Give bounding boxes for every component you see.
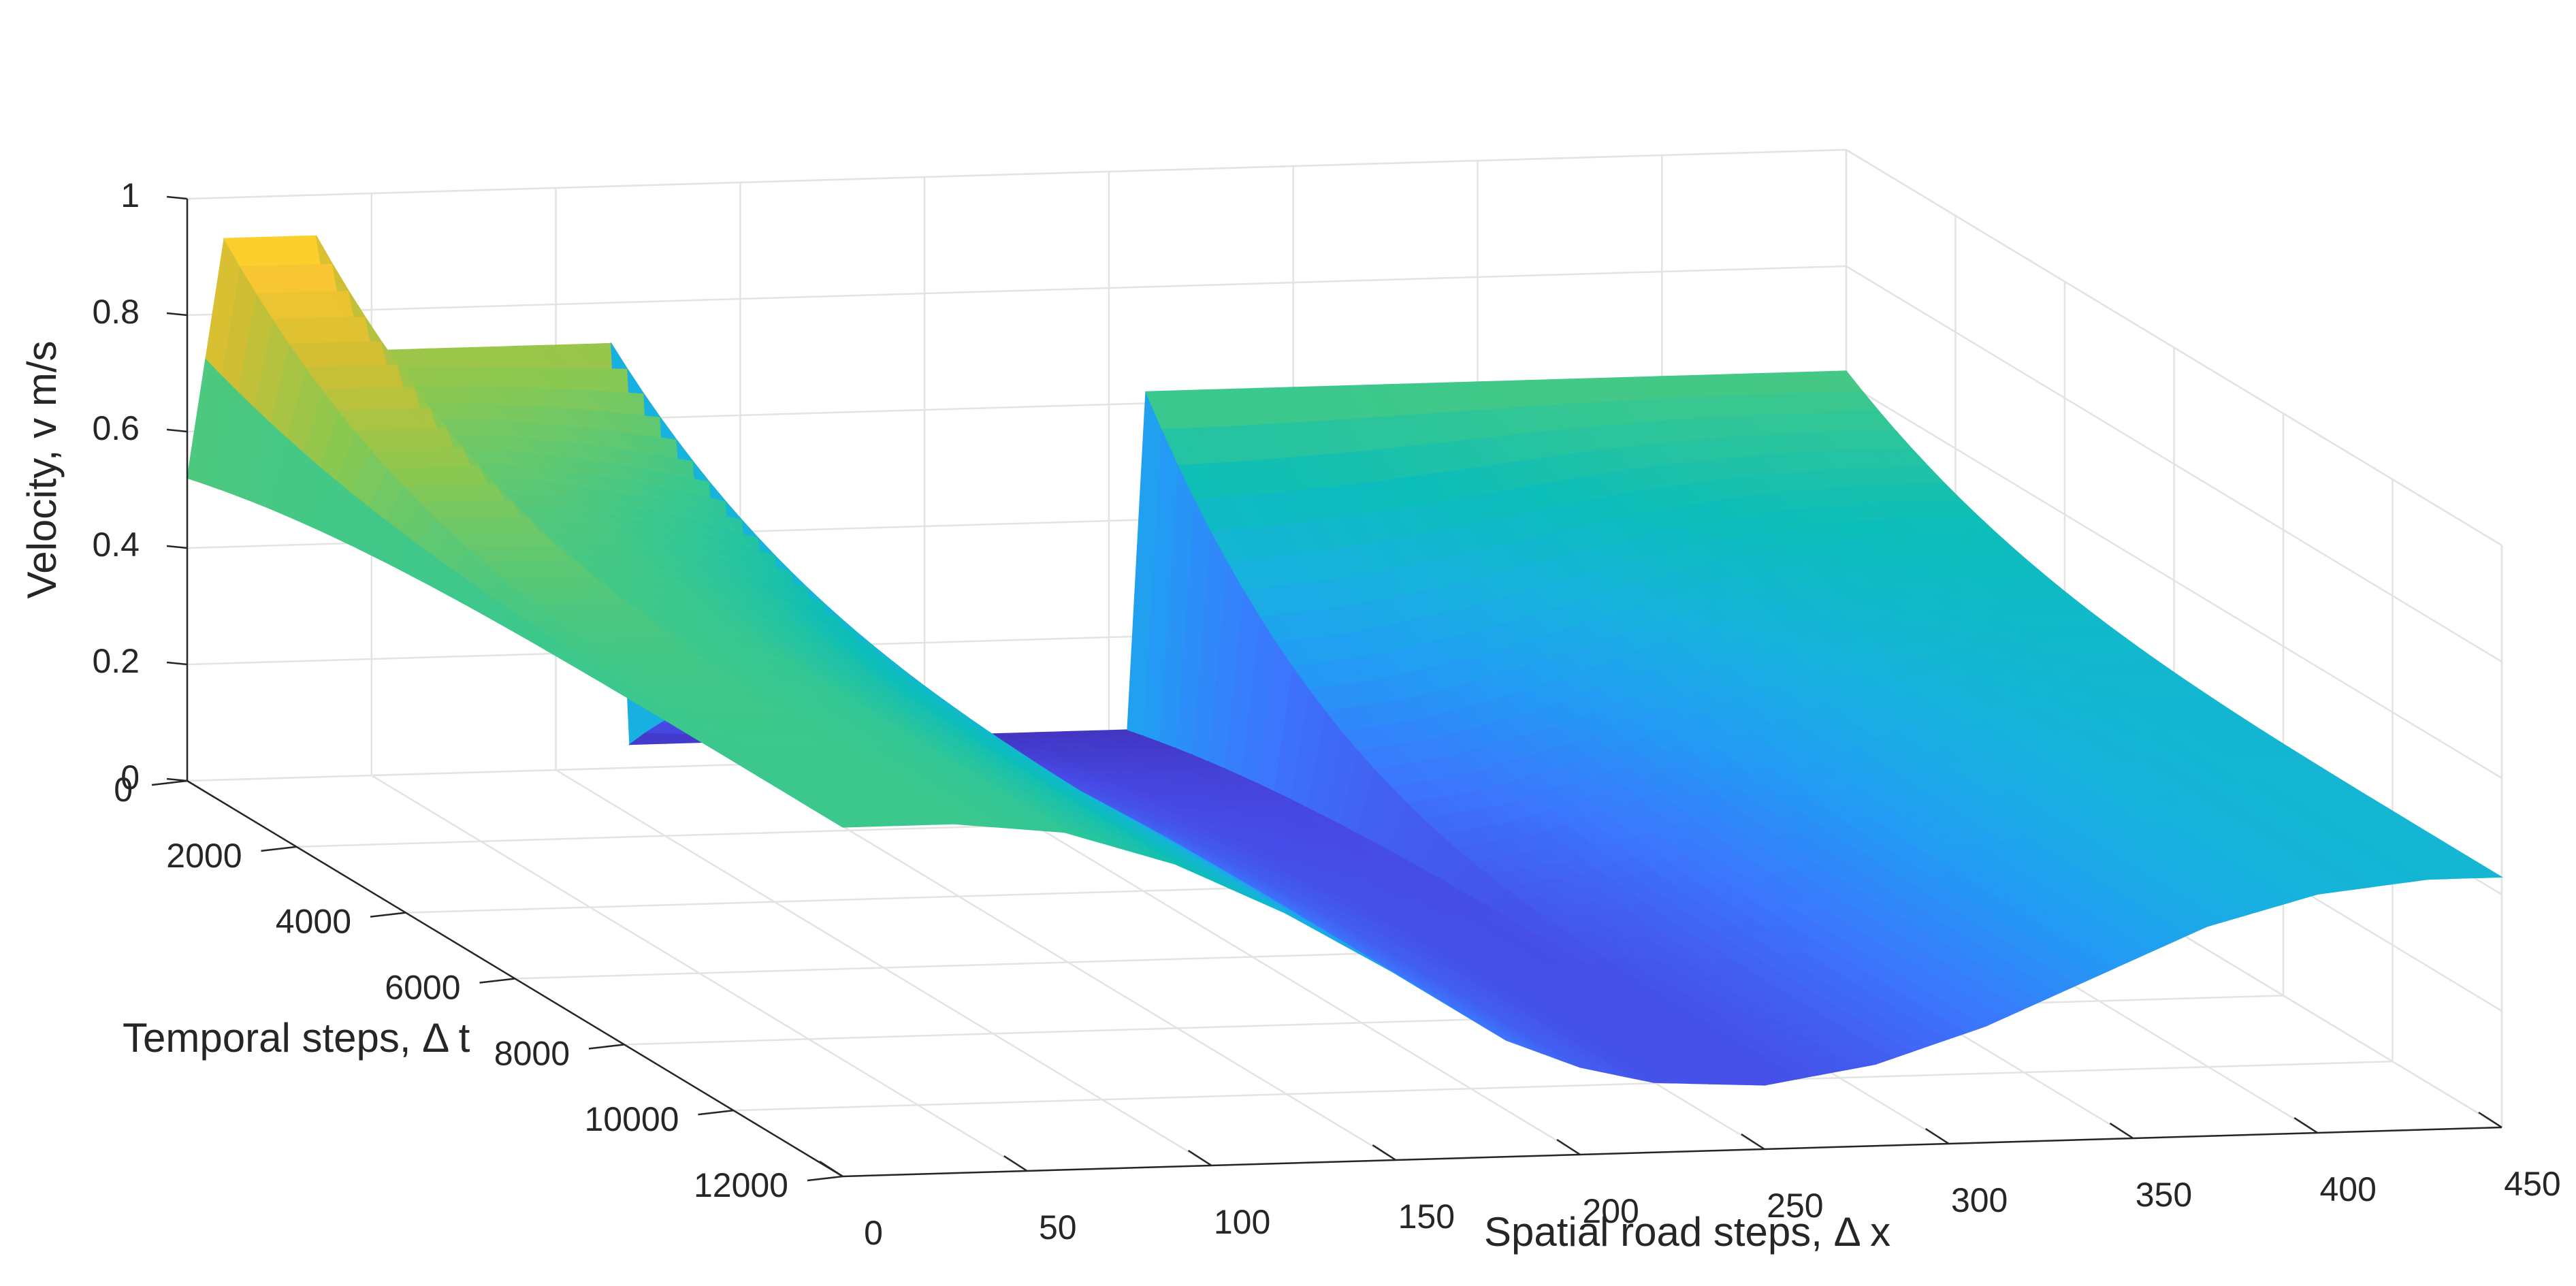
z-tick-mark [166,661,188,666]
z-tick-mark [166,545,188,549]
y-tick-mark [370,912,406,918]
y-tick-label: 2000 [166,837,242,875]
x-axis-label: Spatial road steps, Δ x [1484,1209,1890,1255]
x-axis-line [842,1126,2502,1178]
z-tick-label: 0 [120,758,140,797]
x-tick-label: 450 [2504,1165,2560,1203]
z-tick-mark [166,428,188,433]
x-tick-mark [2109,1122,2134,1140]
x-tick-label: 350 [2136,1176,2192,1214]
y-axis-label: Temporal steps, Δ t [123,1015,470,1061]
y-tick-mark [479,978,515,984]
x-tick-mark [2478,1111,2502,1129]
grid-line [733,1060,2393,1112]
y-tick-mark [151,779,188,786]
z-tick-label: 1 [120,176,140,214]
y-tick-mark [698,1109,734,1116]
x-tick-label: 150 [1398,1197,1455,1236]
y-tick-label: 8000 [494,1034,570,1072]
x-tick-label: 100 [1214,1203,1270,1241]
x-tick-mark [1187,1149,1212,1167]
x-tick-label: 400 [2320,1170,2377,1208]
z-axis-label: Velocity, v m/s [19,341,65,599]
z-tick-label: 0.4 [92,526,140,564]
z-tick-mark [166,312,188,317]
z-tick-label: 0.2 [92,642,140,680]
grid-line [1846,265,2502,663]
y-tick-mark [807,1175,843,1182]
y-tick-label: 10000 [584,1100,679,1138]
x-tick-mark [1372,1144,1397,1161]
grid-line [187,265,1847,317]
x-tick-mark [819,1160,843,1178]
x-tick-label: 50 [1039,1208,1077,1247]
y-tick-label: 0 [114,771,133,809]
x-tick-mark [1925,1127,1950,1145]
x-tick-mark [1556,1138,1581,1156]
x-tick-mark [2293,1116,2318,1134]
x-tick-mark [1003,1155,1028,1172]
velocity-surface [187,235,2504,1086]
x-tick-mark [1741,1133,1765,1151]
z-tick-label: 0.8 [92,293,140,331]
y-tick-label: 12000 [694,1166,788,1204]
surface-patch [2465,867,2504,878]
x-tick-label: 300 [1951,1181,2008,1219]
y-tick-mark [588,1044,625,1050]
x-tick-label: 250 [1767,1187,1823,1225]
axes [151,195,2502,1182]
x-tick-label: 200 [1582,1192,1639,1230]
z-tick-mark [166,195,188,200]
tick-labels: 00.20.40.60.8102000400060008000100001200… [92,176,2560,1252]
box-edge [1846,148,2502,547]
grid-line [1846,381,2502,779]
z-tick-label: 0.6 [92,409,140,447]
y-tick-mark [261,846,297,852]
y-tick-label: 4000 [276,903,351,941]
box-edge [187,148,1847,200]
y-tick-label: 6000 [385,969,460,1007]
x-tick-label: 0 [864,1214,883,1252]
